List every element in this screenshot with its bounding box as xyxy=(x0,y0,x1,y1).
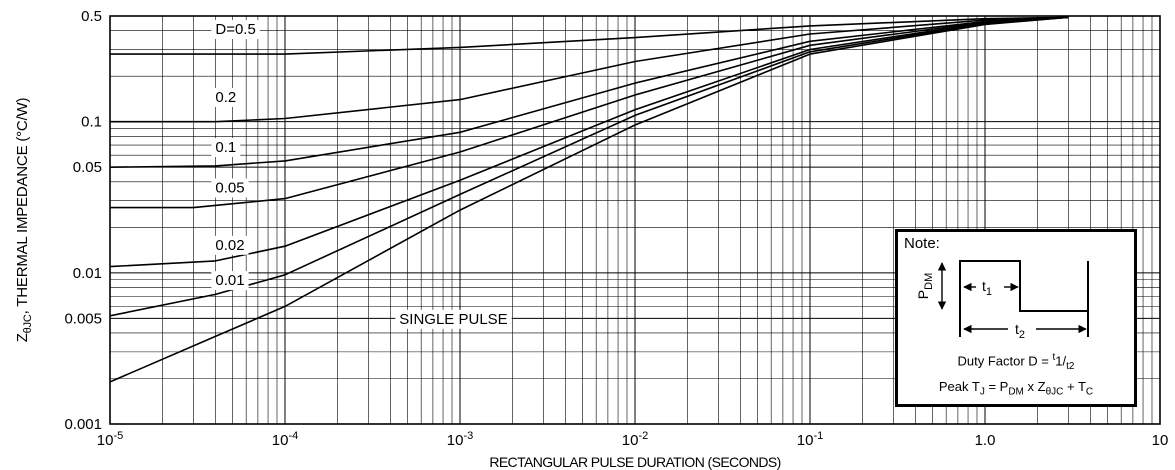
curve-label: 0.05 xyxy=(215,179,244,196)
x-tick-label: 10-5 xyxy=(97,430,123,449)
x-tick-label: 1.0 xyxy=(975,432,996,449)
curve-label: 0.01 xyxy=(215,272,244,289)
x-tick-label: 10-2 xyxy=(622,430,648,449)
pdm-label: PDM xyxy=(915,273,935,299)
y-tick-label: 0.001 xyxy=(64,416,102,433)
series-line xyxy=(109,16,1069,268)
tick-labels: 0.001 0.005 0.01 0.05 0.1 0.5 10-5 10-4 10-3 10-2… xyxy=(64,8,1168,449)
series-line xyxy=(109,16,1069,383)
curve-label-bg xyxy=(211,271,249,291)
curve-label-bg xyxy=(211,20,260,40)
curve-label: 0.02 xyxy=(215,237,244,254)
curve-labels: D=0.5 0.2 0.1 0.05 0.02 0.01 SINGLE PULSE xyxy=(211,20,512,329)
note-box: Note: PDM t1 t2 Duty Factor D = t1/t2 Pe… xyxy=(895,229,1137,407)
curve-label: 0.2 xyxy=(215,89,236,106)
series-line xyxy=(110,16,1069,55)
curve-label: D=0.5 xyxy=(215,21,255,38)
series-line xyxy=(109,16,1069,317)
peak-tj-text: Peak TJ = PDM x ZθJC + TC xyxy=(938,379,1094,398)
y-tick-label: 0.005 xyxy=(64,310,102,327)
pulse-diagram: PDM t1 t2 xyxy=(915,260,1089,341)
x-axis-label: RECTANGULAR PULSE DURATION (SECONDS) xyxy=(489,454,781,470)
y-tick-label: 0.05 xyxy=(73,159,102,176)
x-tick-label: 10-4 xyxy=(272,430,298,449)
plot-frame xyxy=(109,15,1161,425)
series-line xyxy=(110,16,1069,123)
note-title: Note: xyxy=(904,235,940,252)
curve-label-bg xyxy=(211,137,241,157)
series-line xyxy=(110,16,1069,209)
curve-label-bg xyxy=(211,178,249,198)
curve-label: SINGLE PULSE xyxy=(399,311,507,328)
series-line xyxy=(109,16,1069,168)
curve-label: 0.1 xyxy=(215,139,236,156)
t2-label: t2 xyxy=(1015,321,1025,341)
y-tick-label: 0.01 xyxy=(73,265,102,282)
y-tick-label: 0.1 xyxy=(81,114,102,131)
x-tick-label: 10-3 xyxy=(447,430,473,449)
curve-label-bg xyxy=(395,309,512,329)
x-tick-label: 10-1 xyxy=(797,430,823,449)
duty-factor-text: Duty Factor D = t1/t2 xyxy=(957,352,1075,372)
x-tick-label: 10 xyxy=(1152,432,1169,449)
y-axis-label: ZθJC, THERMAL IMPEDANCE (°C/W) xyxy=(14,97,34,343)
t1-label: t1 xyxy=(982,278,992,298)
curve-label-bg xyxy=(211,87,241,107)
y-tick-label: 0.5 xyxy=(81,8,102,25)
curves xyxy=(109,16,1069,383)
curve-label-bg xyxy=(211,235,249,255)
